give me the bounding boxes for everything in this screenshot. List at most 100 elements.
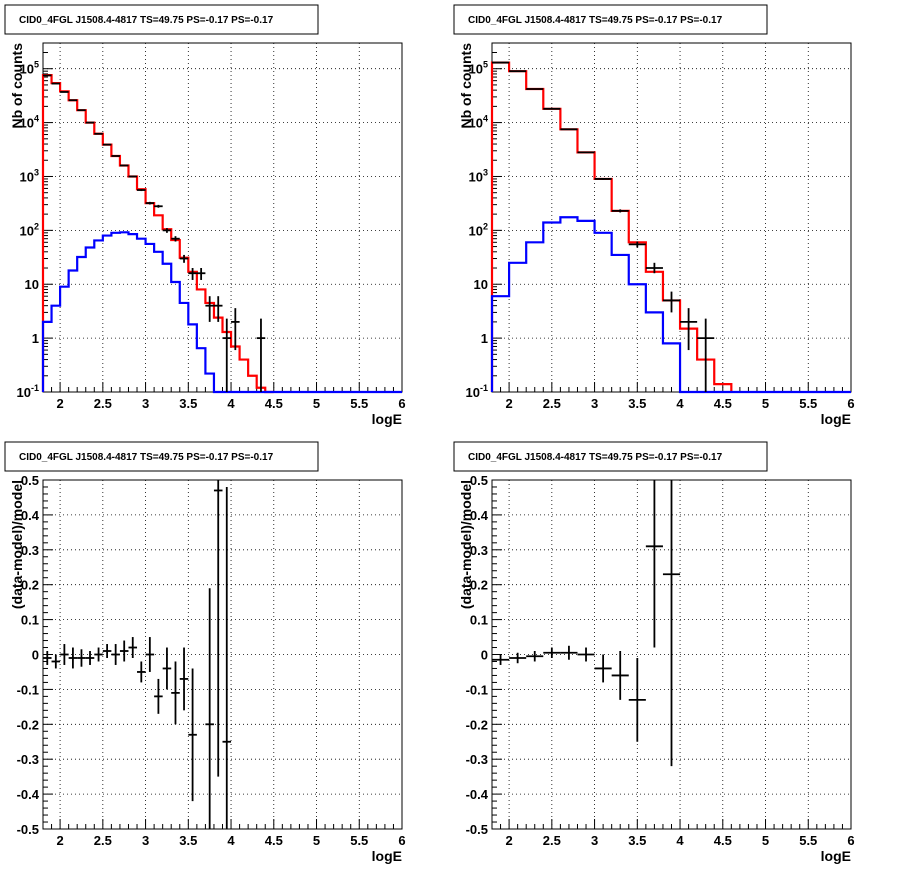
histogram-series (490, 61, 733, 392)
x-tick-label: 2.5 (543, 833, 561, 848)
y-tick-label: 0.4 (21, 508, 40, 523)
y-tick-label: -0.5 (466, 822, 488, 837)
title-box (4, 441, 319, 472)
y-tick-label: 1 (32, 331, 39, 346)
x-tick-label: 2 (505, 833, 512, 848)
x-axis-label: logE (372, 848, 402, 864)
y-tick-label: 102 (469, 221, 488, 238)
x-tick-label: 6 (398, 396, 405, 411)
x-tick-label: 2 (56, 396, 63, 411)
y-tick-label: 10-1 (466, 383, 488, 400)
x-tick-label: 2.5 (94, 396, 112, 411)
x-tick-label: 5.5 (799, 833, 817, 848)
y-tick-label: -0.1 (466, 682, 488, 697)
y-tick-label: 103 (469, 167, 488, 184)
y-tick-label: 0.3 (470, 543, 488, 558)
x-tick-label: 3 (142, 833, 149, 848)
y-tick-label: 0.2 (21, 578, 39, 593)
x-tick-label: 3.5 (179, 833, 197, 848)
y-tick-label: 0 (481, 648, 488, 663)
plot-area: 2 2.5 3 3.5 4 4.5 5 5.5 6 10-1 1 10 102 103 104 105 (466, 42, 855, 411)
chart-title: CID0_4FGL J1508.4-4817 TS=49.75 PS=-0.17… (19, 452, 274, 463)
y-tick-label: 0.2 (470, 578, 488, 593)
x-tick-label: 3.5 (179, 396, 197, 411)
x-tick-label: 3 (142, 396, 149, 411)
x-tick-label: 4.5 (265, 396, 283, 411)
title-box (4, 4, 319, 35)
y-tick-label: 0.1 (21, 613, 39, 628)
x-tick-label: 5.5 (350, 396, 368, 411)
x-tick-label: 4.5 (714, 396, 732, 411)
y-tick-label: 0.5 (21, 473, 39, 488)
panel-counts-fine: CID0_4FGL J1508.4-4817 TS=49.75 PS=-0.17… (4, 4, 406, 427)
plot-frame (491, 42, 852, 393)
x-tick-label: 4.5 (714, 833, 732, 848)
x-axis-label: logE (821, 848, 851, 864)
plot-area: 2 2.5 3 3.5 4 4.5 5 5.5 6 -0.5 -0.4 -0.3 -0.2 -0.1 0 0.… (17, 473, 406, 848)
x-tick-label: 5 (762, 396, 769, 411)
y-tick-label: -0.2 (466, 717, 488, 732)
x-tick-label: 3.5 (628, 833, 646, 848)
data-points (492, 480, 681, 767)
data-points (43, 480, 232, 829)
x-axis-label: logE (821, 411, 851, 427)
x-tick-label: 2.5 (94, 833, 112, 848)
x-tick-label: 3 (591, 396, 598, 411)
y-tick-label: -0.4 (17, 787, 40, 802)
x-tick-label: 3.5 (628, 396, 646, 411)
y-tick-label: -0.3 (466, 752, 488, 767)
y-tick-label: -0.3 (17, 752, 39, 767)
panel-residuals-fine: CID0_4FGL J1508.4-4817 TS=49.75 PS=-0.17… (4, 441, 406, 864)
data-points (492, 61, 715, 392)
chart-title: CID0_4FGL J1508.4-4817 TS=49.75 PS=-0.17… (468, 15, 723, 26)
y-tick-label: 103 (20, 167, 39, 184)
y-tick-label: 0.1 (470, 613, 488, 628)
x-tick-label: 6 (398, 833, 405, 848)
y-tick-label: 0 (32, 648, 39, 663)
y-axis-label: Nb of counts (458, 43, 474, 129)
y-tick-label: 1 (481, 331, 488, 346)
y-tick-label: 10 (474, 277, 488, 292)
x-tick-label: 4 (676, 396, 684, 411)
x-tick-label: 4 (227, 396, 235, 411)
histogram-series (490, 216, 851, 394)
histogram-series (41, 231, 402, 394)
y-tick-label: 0.4 (470, 508, 489, 523)
x-tick-label: 5 (313, 396, 320, 411)
x-tick-label: 2.5 (543, 396, 561, 411)
y-axis-label: (data-model)/model (458, 480, 474, 609)
x-tick-label: 6 (847, 396, 854, 411)
x-tick-label: 5.5 (350, 833, 368, 848)
y-tick-label: 105 (469, 60, 488, 77)
plot-area: 2 2.5 3 3.5 4 4.5 5 5.5 6 10-1 1 10 102 103 104 105 (17, 42, 406, 411)
y-tick-label: -0.2 (17, 717, 39, 732)
title-box (453, 441, 768, 472)
y-tick-label: 102 (20, 221, 39, 238)
y-tick-label: -0.5 (17, 822, 39, 837)
y-tick-label: -0.1 (17, 682, 39, 697)
y-tick-label: 104 (469, 114, 488, 131)
panel-counts-coarse: CID0_4FGL J1508.4-4817 TS=49.75 PS=-0.17… (453, 4, 855, 427)
y-axis-label: Nb of counts (9, 43, 25, 129)
x-tick-label: 5 (313, 833, 320, 848)
y-tick-label: 0.5 (470, 473, 488, 488)
x-axis-label: logE (372, 411, 402, 427)
title-box (453, 4, 768, 35)
grid (43, 43, 402, 392)
x-tick-label: 5.5 (799, 396, 817, 411)
y-tick-label: 10 (25, 277, 39, 292)
chart-title: CID0_4FGL J1508.4-4817 TS=49.75 PS=-0.17… (19, 15, 274, 26)
plot-frame (42, 42, 403, 393)
y-tick-label: 0.3 (21, 543, 39, 558)
x-tick-label: 2 (505, 396, 512, 411)
y-axis-label: (data-model)/model (9, 480, 25, 609)
grid (492, 43, 851, 392)
chart-title: CID0_4FGL J1508.4-4817 TS=49.75 PS=-0.17… (468, 452, 723, 463)
y-tick-label: 105 (20, 60, 39, 77)
data-points (43, 74, 266, 392)
y-tick-label: 104 (20, 114, 39, 131)
x-tick-label: 4 (676, 833, 684, 848)
y-tick-label: 10-1 (17, 383, 39, 400)
y-tick-label: -0.4 (466, 787, 489, 802)
